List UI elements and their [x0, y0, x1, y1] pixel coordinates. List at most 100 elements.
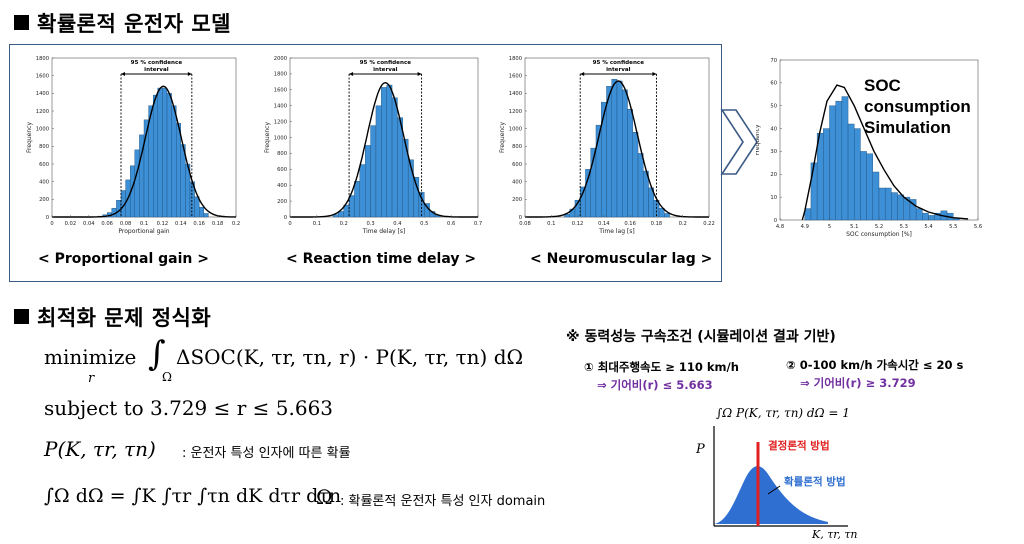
constraint-equation: subject to 3.729 ≤ r ≤ 5.663	[44, 396, 334, 420]
y-tick-label: 1200	[274, 119, 287, 125]
x-tick-label: 0.18	[212, 221, 224, 227]
y-tick-label: 200	[277, 199, 287, 205]
histogram-bar	[134, 149, 140, 218]
fit-curve	[801, 84, 969, 221]
x-tick-label: 5.5	[949, 224, 957, 230]
histogram-bar	[872, 171, 880, 221]
x-tick-label: 0.1	[547, 221, 555, 227]
histogram-bar	[915, 208, 923, 221]
diagram-y-label: P	[696, 442, 705, 457]
histogram-bar	[810, 162, 818, 221]
y-tick-label: 1200	[509, 109, 522, 115]
y-axis-label: Frequency	[756, 124, 761, 155]
histogram-bar	[897, 194, 904, 221]
fit-curve	[525, 80, 709, 218]
histogram-bar	[616, 80, 623, 218]
histogram-bar	[370, 125, 377, 218]
x-tick-label: 0.22	[703, 221, 715, 227]
y-tick-label: 0	[519, 215, 522, 221]
y-tick-label: 1400	[509, 91, 522, 97]
x-tick-label: 0.14	[175, 221, 187, 227]
histogram-bar	[152, 94, 158, 218]
fit-curve	[52, 85, 237, 218]
x-tick-label: 0.2	[232, 221, 240, 227]
black-square-bullet-icon	[14, 309, 29, 324]
histogram-bar	[922, 212, 929, 221]
histogram-bar	[841, 96, 849, 221]
probabilistic-label: 확률론적 방법	[784, 476, 846, 488]
caption-neuromuscular-lag: < Neuromuscular lag >	[530, 251, 713, 267]
objective-integrand: ΔSOC(K, τr, τn, r) · P(K, τr, τn) dΩ	[176, 345, 524, 369]
y-tick-label: 50	[770, 104, 777, 110]
histogram-bar	[804, 208, 812, 221]
integral-sign-icon: ∫	[148, 334, 166, 374]
constraint-max-speed: ① 최대주행속도 ≥ 110 km/h	[584, 360, 739, 374]
histogram-bar	[203, 213, 209, 218]
y-tick-label: 1800	[36, 56, 49, 62]
constraint-gear-lower: ⇒ 기어비(r) ≥ 3.729	[800, 376, 916, 390]
y-tick-label: 600	[277, 167, 287, 173]
y-tick-label: 1800	[509, 56, 522, 62]
histogram-bar	[611, 79, 618, 218]
y-tick-label: 1000	[509, 126, 522, 132]
y-tick-label: 600	[512, 162, 522, 168]
method-comparison-diagram	[713, 426, 848, 527]
y-axis-label: Frequency	[499, 122, 506, 153]
x-axis-label: Proportional gain	[118, 228, 169, 235]
constraint-acceleration: ② 0-100 km/h 가속시간 ≤ 20 s	[786, 358, 964, 372]
x-tick-label: 0.2	[679, 221, 687, 227]
y-tick-label: 1000	[274, 135, 287, 141]
histogram-bar	[664, 213, 670, 218]
histogram-bar	[359, 164, 366, 218]
y-tick-label: 10	[770, 195, 777, 201]
histogram-soc-consumption: 4.8 4.9 5 5.1 5.2 5.3 5.4 5.5 5.6 0 10 20 30 40 50 60 70…	[756, 58, 982, 238]
ci-arrow-right-icon	[417, 72, 422, 76]
x-tick-label: 5.3	[900, 224, 908, 230]
probability-distribution-area	[714, 466, 828, 524]
histogram-bar	[637, 153, 644, 218]
x-tick-label: 0.3	[366, 221, 374, 227]
y-tick-label: 1800	[274, 72, 287, 78]
histogram-bar	[381, 87, 387, 218]
histogram-bar	[816, 132, 824, 221]
histogram-bar	[391, 97, 398, 218]
x-tick-label: 0.08	[120, 221, 132, 227]
y-tick-label: 60	[770, 81, 777, 87]
y-tick-label: 1600	[274, 88, 287, 94]
y-tick-label: 1400	[36, 91, 49, 97]
x-tick-label: 0.1	[140, 221, 148, 227]
histogram-bar	[194, 196, 200, 218]
ci-label-line1: 95 % confidence	[593, 60, 645, 66]
histogram-bar	[171, 105, 177, 218]
ci-label-line1: 95 % confidence	[131, 60, 183, 66]
x-tick-label: 0.06	[101, 221, 113, 227]
histogram-reaction-time-delay: 0 0.1 0.2 0.3 0.4 0.5 0.6 0.7 0 200 400 600 800 1000 1…	[264, 56, 482, 235]
soc-simulation-label: SOC consumption Simulation	[864, 76, 971, 137]
x-tick-label: 0.12	[572, 221, 584, 227]
fit-curve	[290, 81, 478, 218]
x-tick-label: 0.16	[624, 221, 636, 227]
x-tick-label: 0.1	[313, 221, 321, 227]
histogram-bar	[364, 145, 371, 218]
histogram-bar	[375, 105, 382, 218]
histogram-bar	[823, 128, 830, 221]
histogram-bar	[866, 153, 874, 221]
x-tick-label: 0.02	[65, 221, 77, 227]
x-tick-label: 0.18	[651, 221, 663, 227]
x-axis-label: Time delay [s]	[362, 228, 406, 235]
y-tick-label: 400	[512, 179, 522, 185]
x-tick-label: 0.12	[157, 221, 169, 227]
integral-subscript-omega: Ω	[162, 370, 172, 384]
x-tick-label: 0	[50, 221, 53, 227]
caption-reaction-time-delay: < Reaction time delay >	[286, 251, 477, 267]
x-tick-label: 0.7	[474, 221, 482, 227]
y-tick-label: 2000	[274, 56, 287, 62]
histogram-bar	[198, 207, 204, 218]
objective-function: minimize	[44, 345, 136, 369]
y-tick-label: 600	[39, 162, 49, 168]
probabilistic-pointer	[767, 485, 781, 495]
domain-integral: ∫Ω dΩ = ∫K ∫τr ∫τn dK dτr dτn	[44, 485, 342, 507]
ci-arrow-right-icon	[187, 72, 192, 76]
y-tick-label: 40	[770, 126, 777, 132]
y-tick-label: 200	[39, 197, 49, 203]
